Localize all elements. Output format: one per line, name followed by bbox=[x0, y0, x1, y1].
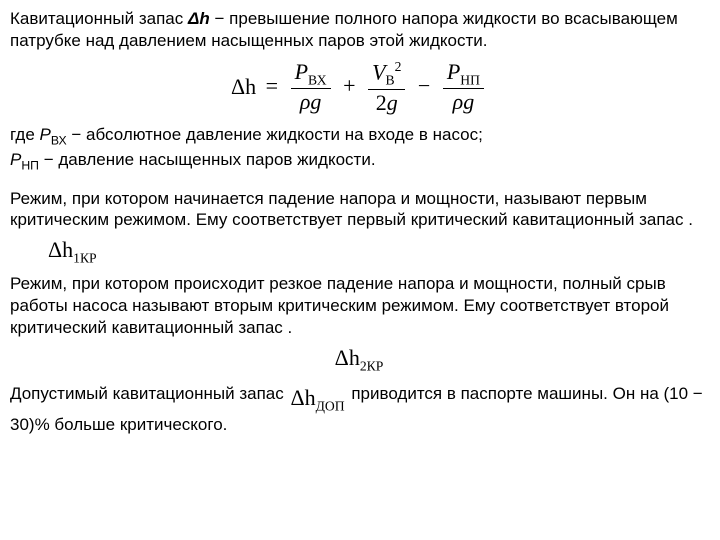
text: − абсолютное давление жидкости на входе … bbox=[67, 125, 483, 144]
sym: 2 bbox=[376, 90, 387, 115]
sym: Δh bbox=[48, 237, 73, 262]
sym: g bbox=[310, 89, 321, 114]
sym: g bbox=[387, 90, 398, 115]
sub: 2КР bbox=[360, 358, 383, 373]
sub: 1КР bbox=[73, 251, 96, 266]
text: Кавитационный запас bbox=[10, 9, 188, 28]
para-allowed: Допустимый кавитационный запас ΔhДОП при… bbox=[10, 383, 708, 437]
formula-delta-h: Δh = PВХ ρg + VВ2 2g − PНП ρg bbox=[10, 60, 708, 114]
lhs: Δh bbox=[231, 73, 256, 98]
sym: Δh bbox=[335, 345, 360, 370]
para-where: где РВХ − абсолютное давление жидкости н… bbox=[10, 124, 708, 174]
text: Допустимый кавитационный запас bbox=[10, 384, 288, 403]
sym: P bbox=[447, 59, 460, 84]
formula-dh-2kr: Δh2КР bbox=[10, 347, 708, 373]
text: где bbox=[10, 125, 40, 144]
text: Режим, при котором происходит резкое пад… bbox=[10, 274, 669, 337]
sym: ρ bbox=[300, 89, 311, 114]
para-definition: Кавитационный запас Δh − превышение полн… bbox=[10, 8, 708, 52]
para-second-critical: Режим, при котором происходит резкое пад… bbox=[10, 273, 708, 338]
sub: ВХ bbox=[308, 72, 327, 87]
text: − давление насыщенных паров жидкости. bbox=[39, 150, 376, 169]
term-2: VВ2 2g bbox=[368, 60, 405, 114]
delta-h-symbol: Δh bbox=[188, 9, 210, 28]
sym: g bbox=[463, 89, 474, 114]
formula-dh-1kr: Δh1КР bbox=[10, 239, 708, 265]
formula-dh-dop: ΔhДОП bbox=[288, 385, 346, 410]
sym: ρ bbox=[453, 89, 464, 114]
sub: В bbox=[386, 72, 395, 87]
term-3: PНП ρg bbox=[443, 60, 484, 114]
text: Режим, при котором начинается падение на… bbox=[10, 189, 693, 230]
term-1: PВХ ρg bbox=[291, 60, 331, 114]
sym: V bbox=[372, 59, 385, 84]
var-pvx: РВХ bbox=[40, 125, 67, 144]
var-pnp: РНП bbox=[10, 150, 39, 169]
para-first-critical: Режим, при котором начинается падение на… bbox=[10, 188, 708, 232]
sym: P bbox=[295, 59, 308, 84]
sub: НП bbox=[460, 72, 480, 87]
sup: 2 bbox=[395, 59, 402, 74]
